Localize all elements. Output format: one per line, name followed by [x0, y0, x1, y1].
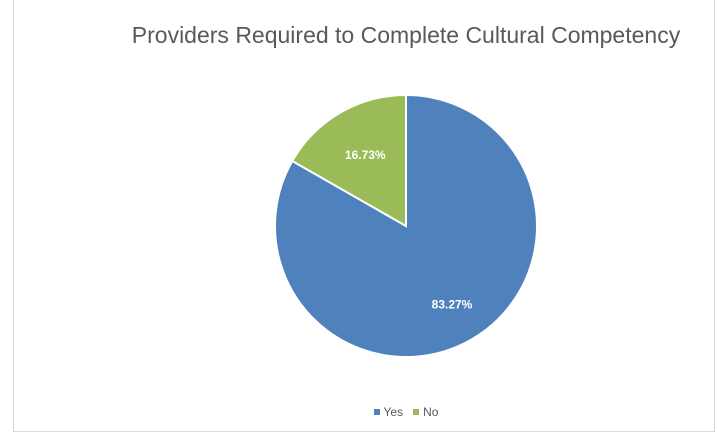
legend-item-yes: Yes: [373, 405, 404, 419]
pie-slices: [274, 93, 538, 358]
pie-slice-no: [290, 93, 407, 228]
legend-label-yes: Yes: [383, 405, 404, 419]
chart-title: Providers Required to Complete Cultural …: [131, 22, 681, 48]
legend-label-no: No: [423, 405, 439, 419]
chart-legend: Yes No: [0, 405, 717, 419]
legend-swatch-yes: [373, 409, 380, 415]
legend-swatch-no: [413, 409, 420, 415]
legend-item-no: No: [413, 405, 438, 419]
data-label-yes: 83.27%: [432, 297, 473, 311]
data-label-no: 16.73%: [345, 148, 386, 162]
pie-data-labels: 83.27% 16.73%: [345, 148, 473, 312]
